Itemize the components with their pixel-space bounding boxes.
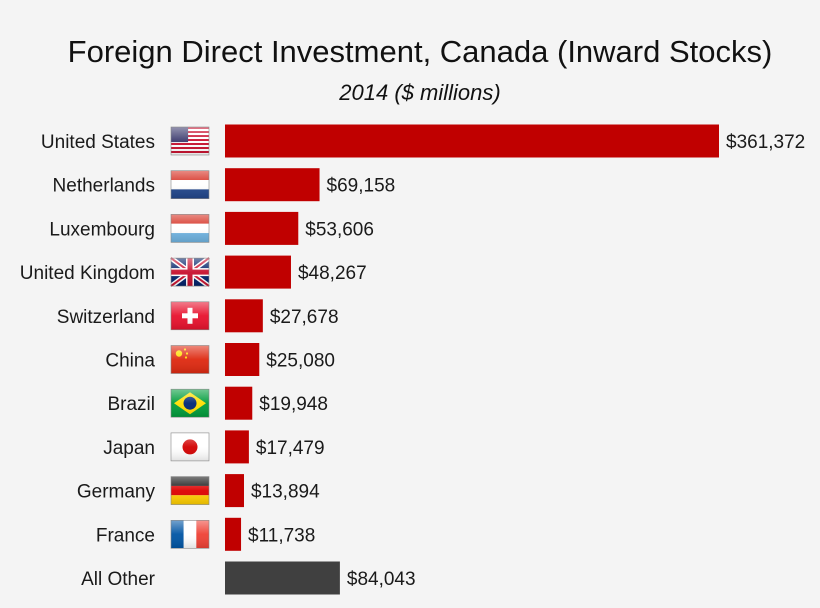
bar-row: China $25,080 [105, 343, 335, 376]
value-label: $19,948 [259, 394, 328, 415]
value-label: $69,158 [327, 176, 396, 197]
japan-flag-icon [170, 432, 210, 462]
bar-row: Germany $13,894 [77, 474, 320, 508]
category-label: Brazil [107, 394, 155, 415]
value-label: $17,479 [256, 438, 325, 459]
category-label: All Other [81, 569, 156, 590]
value-label: $84,043 [347, 569, 416, 590]
category-label: Luxembourg [49, 219, 155, 240]
chart-subtitle: 2014 ($ millions) [339, 80, 501, 105]
bar [225, 168, 320, 202]
category-label: Switzerland [57, 307, 155, 328]
category-label: Netherlands [53, 176, 155, 197]
value-label: $48,267 [298, 263, 367, 284]
value-label: $13,894 [251, 482, 320, 503]
china-flag-icon [170, 345, 210, 374]
germany-flag-icon [170, 476, 210, 505]
category-label: Japan [103, 438, 155, 459]
bar-row: Switzerland $27,678 [57, 299, 339, 333]
value-label: $53,606 [305, 219, 374, 240]
bar-row: All Other $84,043 [81, 561, 416, 595]
bar-row: Brazil $19,948 [107, 386, 328, 420]
uk-flag-icon [169, 256, 211, 289]
bar-row: Netherlands $69,158 [53, 168, 396, 202]
bar-row: France $11,738 [96, 517, 315, 551]
value-label: $27,678 [270, 307, 339, 328]
category-label: France [96, 525, 155, 546]
bar [225, 430, 249, 464]
bar-row: Luxembourg $53,606 [49, 211, 374, 245]
france-flag-icon [170, 519, 210, 549]
value-label: $361,372 [726, 132, 805, 153]
category-label: Germany [77, 482, 156, 503]
us-flag-icon [170, 126, 210, 156]
bar [225, 474, 244, 508]
bar [225, 255, 291, 289]
switzerland-flag-icon [170, 301, 210, 331]
bar [225, 124, 719, 158]
bar [225, 386, 253, 420]
bar-row: Japan $17,479 [103, 430, 325, 464]
value-label: $25,080 [266, 351, 335, 372]
bar [225, 299, 263, 333]
category-label: China [105, 351, 155, 372]
brazil-flag-icon [170, 388, 210, 418]
bar [225, 211, 299, 245]
bar [225, 517, 242, 551]
category-label: United Kingdom [20, 263, 155, 284]
bar-row: United States $361,372 [41, 124, 805, 158]
netherlands-flag-icon [170, 170, 210, 199]
bar [225, 561, 340, 595]
chart-title: Foreign Direct Investment, Canada (Inwar… [67, 34, 773, 69]
luxembourg-flag-icon [170, 214, 210, 243]
bar-row: United Kingdom $48,267 [20, 255, 367, 289]
category-label: United States [41, 132, 155, 153]
value-label: $11,738 [248, 525, 315, 546]
bar [225, 343, 260, 376]
